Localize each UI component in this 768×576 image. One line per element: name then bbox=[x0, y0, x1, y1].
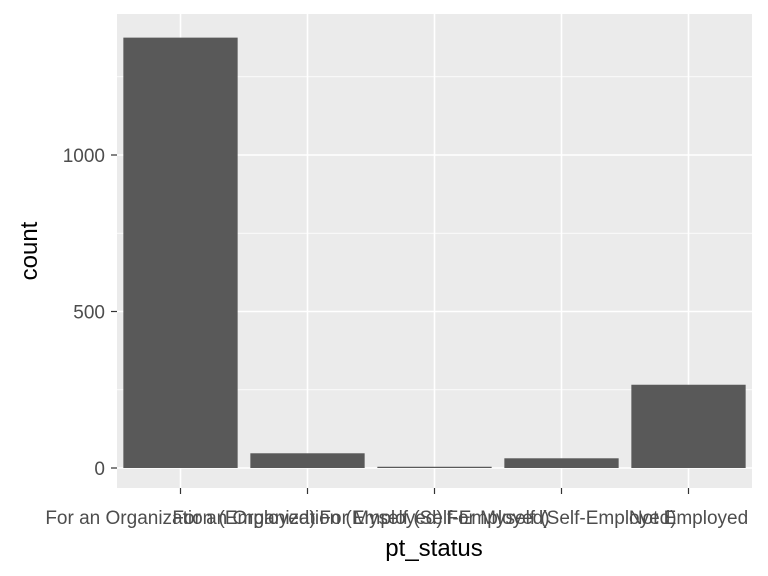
y-tick-label: 500 bbox=[73, 303, 105, 324]
x-tick-label: For Myself (Self-Employed) bbox=[319, 508, 549, 529]
y-tick-label: 1000 bbox=[63, 146, 105, 167]
x-tick-label: For an Organization (Employed) bbox=[45, 508, 315, 529]
x-axis-title: pt_status bbox=[385, 535, 482, 562]
bar bbox=[631, 384, 746, 468]
bar bbox=[250, 453, 365, 468]
bar bbox=[123, 37, 238, 468]
x-tick-label: Not Employed bbox=[629, 508, 748, 529]
bar bbox=[504, 458, 619, 468]
x-tick-label: For an Organization (Employed) bbox=[172, 508, 442, 529]
x-tick-label: For Myself (Self-Employed) bbox=[446, 508, 676, 529]
y-tick-label: 0 bbox=[94, 459, 105, 480]
bar bbox=[377, 466, 492, 468]
y-axis-title: count bbox=[16, 221, 43, 280]
